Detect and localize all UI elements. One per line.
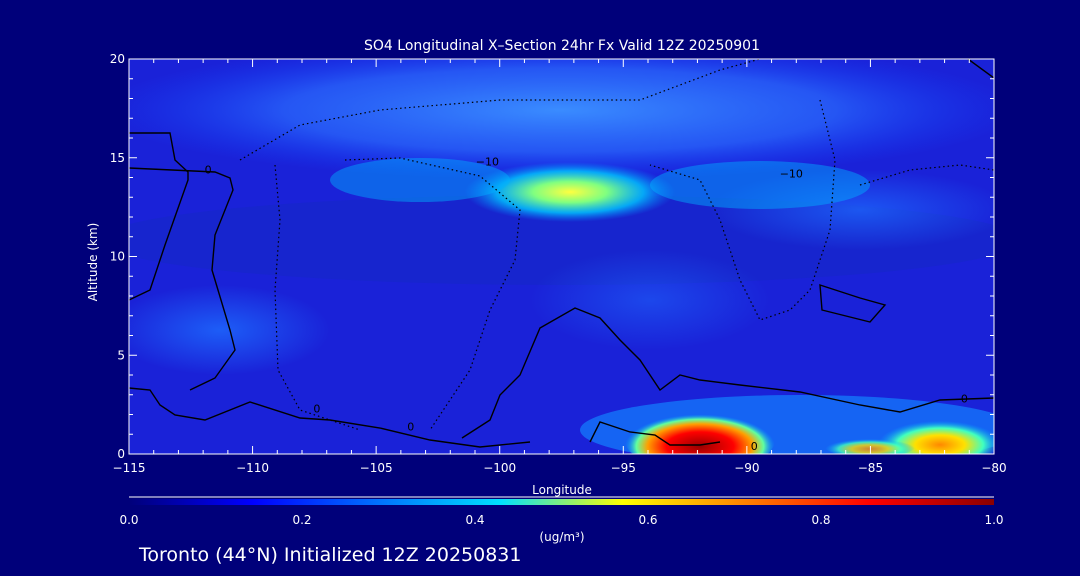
x-axis: −115 −110 −105 −100 −95 −90 −85 −80 [113,59,1007,475]
contour-solid-box [819,284,887,323]
x-tick-label: −90 [734,461,759,475]
field-upper-plume-east [650,161,870,209]
contour-label: −10 [780,168,803,181]
field-upper-maximum [465,162,675,222]
y-tick-label: 10 [110,250,125,264]
field-upper-plume-west [330,158,510,202]
contour-label: 0 [751,440,758,453]
colorbar-tick-label: 0.6 [638,513,657,527]
y-axis-label: Altitude (km) [86,223,100,302]
x-axis-label: Longitude [532,483,592,497]
contour-dotted-minus10 [344,157,521,431]
contour-dotted-east [649,99,836,321]
contour-label: 0 [313,403,320,416]
colorbar-tick-label: 0.2 [292,513,311,527]
field-surface-minor [825,437,915,454]
x-tick-label: −80 [981,461,1006,475]
colorbar-ticks: 0.0 0.2 0.4 0.6 0.8 1.0 [119,513,1003,527]
y-tick-label: 5 [117,348,125,362]
contour-dotted-upper [239,59,761,161]
colorbar-units: (ug/m³) [539,530,584,544]
contour-solid-west-2 [129,167,236,391]
field-upper-band [129,59,994,180]
x-tick-label: −95 [611,461,636,475]
colorbar-tick-label: 0.4 [465,513,484,527]
field-center-blob [530,250,770,350]
x-tick-label: −110 [236,461,269,475]
plot-area: 0 −10 −10 0 0 0 0 [129,59,994,454]
x-tick-label: −85 [858,461,883,475]
contour-solid-west [129,132,189,301]
contour-solid-surface [589,421,721,446]
colorbar-tick-label: 0.8 [811,513,830,527]
colorbar-tick-label: 0.0 [119,513,138,527]
contour-label: 0 [407,420,414,433]
field-surface-maximum-west [625,408,775,454]
y-axis: 0 5 10 15 20 [110,52,994,461]
contour-label: 0 [205,164,212,177]
contour-solid-ridge [461,307,994,439]
y-tick-label: 20 [110,52,125,66]
x-tick-label: −105 [360,461,393,475]
y-tick-label: 0 [117,447,125,461]
colorbar-tick-label: 1.0 [984,513,1003,527]
station-subtitle: Toronto (44°N) Initialized 12Z 20250831 [138,544,522,566]
contour-dotted-west [274,164,361,431]
x-tick-label: −100 [483,461,516,475]
contour-label: 0 [961,393,968,406]
x-tick-label: −115 [113,461,146,475]
colorbar [129,499,994,505]
field-east-blob [710,170,994,250]
y-tick-label: 15 [110,151,125,165]
chart-title: SO4 Longitudinal X–Section 24hr Fx Valid… [364,38,760,54]
contour-labels: 0 −10 −10 0 0 0 0 [205,156,968,453]
contour-solid-corner [967,59,994,79]
contour-dotted-far-east [859,164,994,186]
contour-label: −10 [476,156,499,169]
contour-solid-low [129,387,531,448]
